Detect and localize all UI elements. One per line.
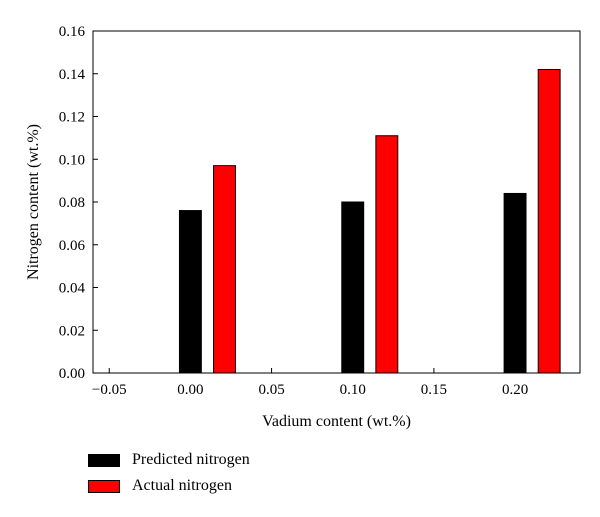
bar-actual-0	[213, 165, 236, 374]
y-tick-label: 0.12	[59, 110, 85, 126]
y-axis-title: Nitrogen content (wt.%)	[25, 124, 42, 280]
bar-actual-1	[375, 135, 399, 374]
y-tick-label: 0.04	[59, 281, 86, 297]
legend-item-predicted: Predicted nitrogen	[88, 447, 250, 473]
x-tick-label: 0.10	[340, 382, 366, 398]
y-tick-label: 0.10	[59, 152, 85, 168]
x-tick-label: 0.20	[502, 382, 528, 398]
y-tick-label: 0.16	[59, 24, 86, 40]
x-tick-label: −0.05	[92, 382, 127, 398]
x-tick-label: 0.05	[258, 382, 284, 398]
x-tick-label: 0.00	[177, 382, 203, 398]
bar-actual-2	[537, 68, 561, 374]
legend-item-actual: Actual nitrogen	[88, 473, 250, 499]
legend-swatch-actual	[88, 479, 120, 493]
y-tick-label: 0.14	[59, 67, 86, 83]
bar-predicted-2	[503, 192, 527, 374]
bar-chart: 0.00 0.02 0.04 0.06 0.08 0.10 0.12 0.14 0.16 −0.0…	[25, 24, 581, 430]
bar-predicted-0	[178, 210, 202, 374]
y-tick-label: 0.02	[59, 323, 85, 339]
bar-predicted-1	[341, 201, 365, 374]
y-tick-label: 0.00	[59, 366, 85, 382]
legend-swatch-predicted	[88, 453, 120, 467]
legend-label-actual: Actual nitrogen	[132, 477, 232, 494]
y-tick-label: 0.06	[59, 238, 86, 254]
legend-label-predicted: Predicted nitrogen	[132, 451, 250, 468]
legend: Predicted nitrogen Actual nitrogen	[88, 447, 250, 499]
x-tick-label: 0.15	[421, 382, 447, 398]
x-axis-title: Vadium content (wt.%)	[262, 413, 411, 430]
y-tick-label: 0.08	[59, 195, 85, 211]
